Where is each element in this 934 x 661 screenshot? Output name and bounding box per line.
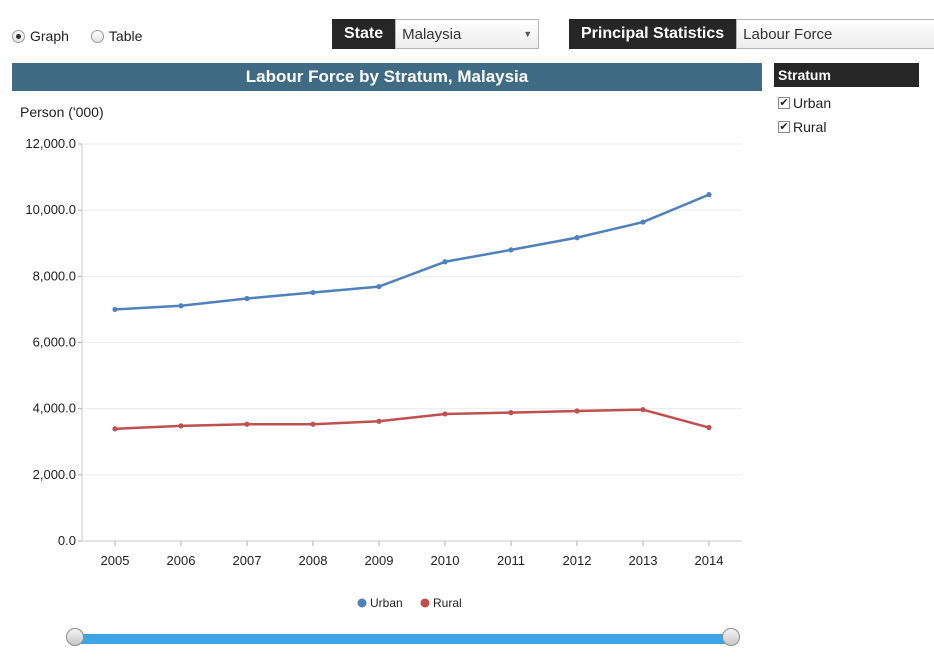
data-point-rural: [112, 426, 118, 432]
data-point-urban: [508, 247, 514, 253]
chart-title: Labour Force by Stratum, Malaysia: [245, 67, 529, 86]
data-point-rural: [310, 421, 316, 427]
stratum-header: Stratum: [774, 63, 919, 87]
state-filter: State Malaysia ▼: [332, 19, 540, 49]
table-radio-label: Table: [108, 28, 143, 44]
data-point-rural: [376, 418, 382, 424]
principal-statistics-label: Principal Statistics: [569, 19, 737, 49]
data-point-rural: [574, 408, 580, 414]
view-toggle: Graph Table: [12, 28, 142, 44]
x-tick-label: 2014: [695, 553, 724, 568]
x-tick-label: 2008: [299, 553, 328, 568]
slider-end-handle[interactable]: [722, 628, 740, 646]
data-point-urban: [442, 259, 448, 265]
y-tick-label: 4,000.0: [33, 401, 76, 416]
stratum-item-rural[interactable]: ✔ Rural: [778, 119, 919, 135]
y-axis-label: Person ('000): [20, 104, 104, 120]
state-select-value: Malaysia: [402, 25, 462, 43]
x-tick-label: 2013: [629, 553, 658, 568]
chevron-down-icon: ▼: [523, 29, 533, 39]
y-tick-label: 8,000.0: [33, 268, 76, 283]
graph-radio[interactable]: Graph: [12, 28, 69, 44]
stratum-item-label: Urban: [793, 95, 832, 111]
series-line-urban: [114, 193, 710, 311]
y-tick-label: 10,000.0: [25, 202, 76, 217]
state-select[interactable]: Malaysia ▼: [395, 19, 540, 49]
data-point-rural: [178, 423, 184, 429]
data-point-rural: [508, 410, 514, 416]
checkbox-checked-icon[interactable]: ✔: [778, 97, 790, 109]
table-radio[interactable]: Table: [90, 28, 143, 44]
data-point-urban: [244, 295, 250, 302]
legend-label-urban: Urban: [370, 596, 403, 610]
stratum-item-label: Rural: [793, 119, 827, 135]
graph-radio-label: Graph: [30, 28, 69, 44]
x-tick-label: 2009: [365, 553, 394, 568]
y-tick-label: 6,000.0: [33, 335, 76, 350]
year-range-slider[interactable]: [66, 628, 740, 650]
data-point-urban: [112, 306, 118, 313]
y-tick-label: 12,000.0: [25, 136, 76, 151]
data-point-rural: [640, 407, 646, 413]
legend-label-rural: Rural: [433, 596, 462, 610]
slider-track[interactable]: [74, 634, 732, 644]
x-tick-label: 2007: [233, 553, 262, 568]
data-point-urban: [640, 219, 646, 225]
y-tick-label: 2,000.0: [33, 467, 76, 482]
y-tick-label: 0.0: [58, 533, 76, 548]
legend-marker-urban: [357, 598, 367, 608]
state-filter-label: State: [332, 19, 396, 49]
x-tick-label: 2006: [167, 553, 196, 568]
x-tick-label: 2012: [563, 553, 592, 568]
slider-start-handle[interactable]: [66, 628, 84, 646]
x-tick-label: 2010: [431, 553, 460, 568]
data-point-urban: [574, 235, 580, 241]
chart-title-bar: Labour Force by Stratum, Malaysia: [12, 63, 762, 91]
principal-statistics-filter: Principal Statistics Labour Force ▼: [569, 19, 934, 49]
chevron-down-icon: ▼: [932, 29, 934, 39]
legend-marker-rural: [420, 598, 430, 608]
data-point-urban: [376, 283, 382, 290]
series-line-rural: [114, 408, 710, 431]
data-point-rural: [706, 424, 712, 431]
stratum-item-urban[interactable]: ✔ Urban: [778, 95, 919, 111]
radio-selected-icon: [12, 29, 25, 43]
principal-statistics-value: Labour Force: [743, 25, 833, 43]
x-tick-label: 2005: [101, 553, 130, 568]
data-point-rural: [244, 421, 250, 427]
radio-unselected-icon: [90, 29, 104, 43]
data-point-rural: [442, 411, 448, 417]
data-point-urban: [178, 303, 184, 309]
x-tick-label: 2011: [497, 553, 525, 568]
checkbox-checked-icon[interactable]: ✔: [778, 121, 790, 133]
data-point-urban: [310, 289, 316, 296]
principal-statistics-select[interactable]: Labour Force ▼: [736, 19, 934, 49]
data-point-urban: [706, 192, 712, 198]
stratum-panel: Stratum ✔ Urban ✔ Rural: [774, 63, 919, 135]
